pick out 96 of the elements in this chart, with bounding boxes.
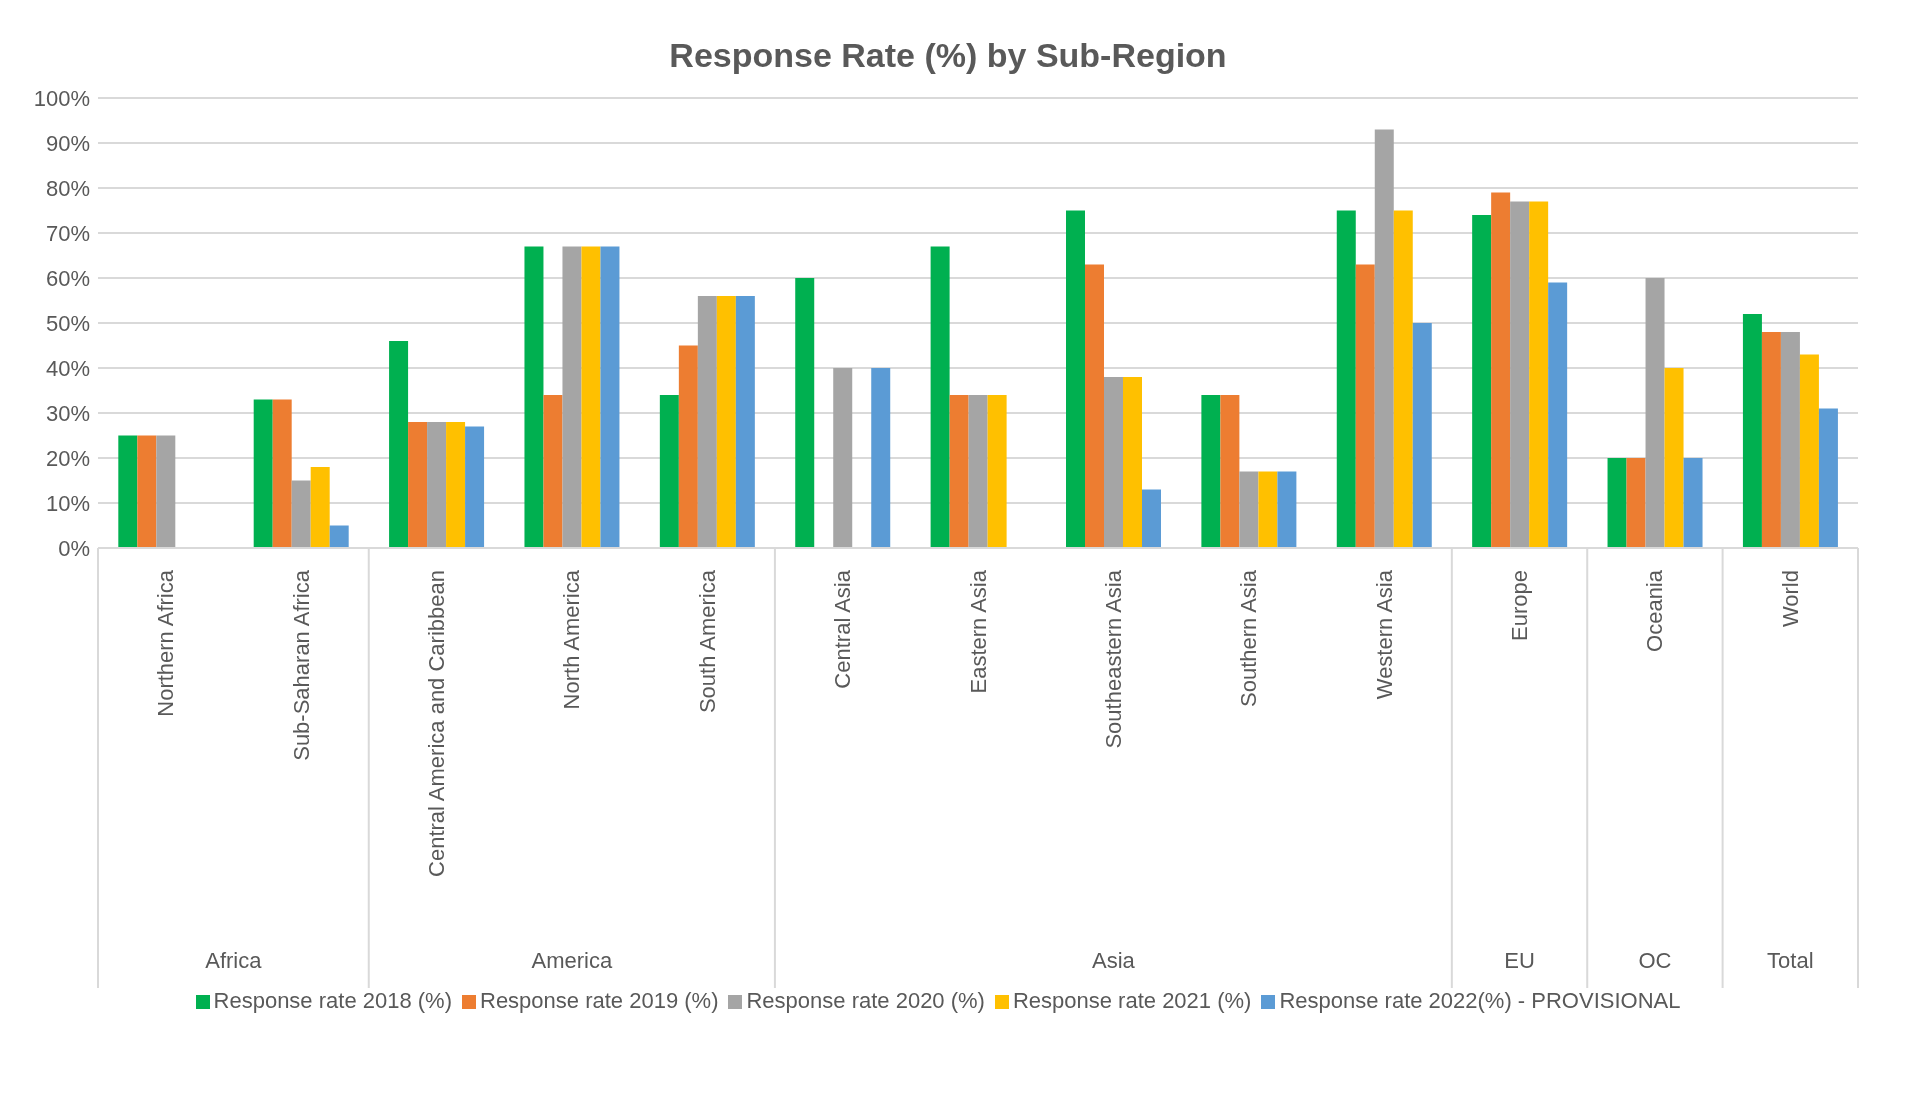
- x-tick-label: Northern Africa: [153, 569, 179, 717]
- bar: [968, 395, 988, 548]
- legend-label: Response rate 2018 (%): [213, 988, 452, 1013]
- bar: [930, 246, 950, 548]
- y-tick-label: 70%: [45, 220, 90, 246]
- bar: [1258, 471, 1278, 548]
- bar: [1374, 129, 1394, 548]
- bar: [659, 395, 679, 548]
- bar: [1239, 471, 1259, 548]
- x-tick-label: South America: [694, 569, 720, 714]
- x-tick-label: Southern Asia: [1236, 569, 1262, 707]
- bar: [272, 399, 292, 548]
- bar: [600, 246, 620, 548]
- bar: [1085, 264, 1104, 548]
- x-tick-label: Sub-Saharan Africa: [288, 569, 314, 761]
- bar: [427, 422, 447, 548]
- bar: [1412, 323, 1432, 548]
- y-tick-label: 80%: [45, 175, 90, 201]
- bar: [1664, 368, 1684, 548]
- bar: [524, 246, 544, 548]
- legend-label: Response rate 2022(%) - PROVISIONAL: [1279, 988, 1681, 1013]
- y-tick-label: 90%: [45, 130, 90, 156]
- bar: [1336, 210, 1356, 548]
- bar: [1123, 377, 1142, 548]
- text: Africa: [205, 948, 263, 973]
- bar: [735, 296, 755, 548]
- y-tick-label: 40%: [45, 355, 90, 381]
- legend-label: Response rate 2021 (%): [1012, 988, 1252, 1013]
- bar: [581, 246, 601, 548]
- bar: [949, 395, 969, 548]
- bar: [1799, 354, 1819, 548]
- y-tick-label: 0%: [58, 535, 90, 561]
- bar: [1510, 201, 1530, 548]
- x-tick-label: World: [1777, 570, 1803, 628]
- x-tick-label: Western Asia: [1371, 569, 1397, 700]
- bar: [1683, 458, 1703, 548]
- bar: [1761, 332, 1781, 548]
- x-tick-label: Eastern Asia: [965, 569, 991, 694]
- bar: [446, 422, 466, 548]
- x-tick-label: Europe: [1507, 570, 1533, 641]
- bar: [1104, 377, 1123, 548]
- text: OC: [1638, 948, 1672, 973]
- bar: [1742, 314, 1762, 548]
- bar: [1201, 395, 1221, 548]
- bar: [1066, 210, 1085, 548]
- bar: [408, 422, 428, 548]
- legend-label: Response rate 2020 (%): [746, 988, 985, 1013]
- bar: [697, 296, 717, 548]
- bar: [253, 399, 273, 548]
- legend-label: Response rate 2019 (%): [480, 988, 719, 1013]
- bar: [678, 345, 698, 548]
- bar: [1472, 215, 1492, 548]
- bar: [389, 341, 409, 548]
- text: Asia: [1091, 948, 1136, 973]
- x-tick-label: North America: [559, 569, 585, 710]
- y-tick-label: 60%: [45, 265, 90, 291]
- bar: [1529, 201, 1549, 548]
- bar: [291, 480, 311, 548]
- bar: [1355, 264, 1375, 548]
- bar: [716, 296, 736, 548]
- y-tick-label: 100%: [33, 85, 90, 111]
- y-tick-label: 50%: [45, 310, 90, 336]
- text: America: [531, 948, 613, 973]
- text: EU: [1504, 948, 1535, 973]
- bar: [465, 426, 485, 548]
- bar: [1393, 210, 1413, 548]
- bar: [1277, 471, 1297, 548]
- x-tick-label: Central America and Caribbean: [423, 570, 449, 877]
- bar: [543, 395, 563, 548]
- bar: [1645, 278, 1665, 548]
- x-tick-label: Central Asia: [830, 569, 856, 689]
- x-tick-label: Oceania: [1642, 569, 1668, 652]
- bar: [1142, 489, 1161, 548]
- chart-title: Response Rate (%) by Sub-Region: [668, 36, 1228, 75]
- bar: [1818, 408, 1838, 548]
- bar: [871, 368, 891, 548]
- bar: [310, 467, 330, 548]
- bar: [987, 395, 1007, 548]
- bar: [1607, 458, 1627, 548]
- x-tick-label: Southeastern Asia: [1100, 569, 1126, 749]
- bar: [1220, 395, 1240, 548]
- bar: [329, 525, 349, 548]
- bar: [1548, 282, 1568, 548]
- text: Total: [1767, 948, 1814, 973]
- bar: [795, 278, 815, 548]
- bar: [118, 435, 138, 548]
- bar: [833, 368, 853, 548]
- y-tick-label: 30%: [45, 400, 90, 426]
- bar: [1626, 458, 1646, 548]
- bar: [562, 246, 582, 548]
- y-tick-label: 10%: [45, 490, 90, 516]
- bar: [137, 435, 157, 548]
- bar: [1491, 192, 1511, 548]
- y-tick-label: 20%: [45, 445, 90, 471]
- bar: [1780, 332, 1800, 548]
- bar: [156, 435, 176, 548]
